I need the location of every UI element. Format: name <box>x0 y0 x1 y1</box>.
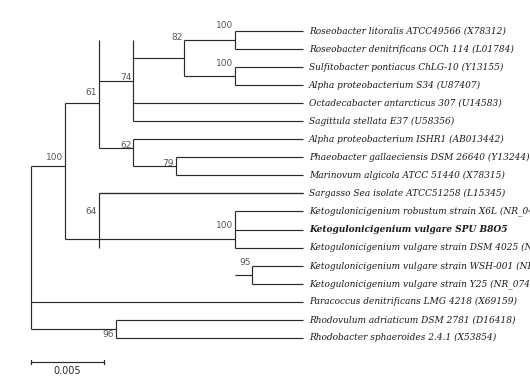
Text: 100: 100 <box>216 222 233 230</box>
Text: Ketogulonicigenium vulgare strain DSM 4025 (NR_041754): Ketogulonicigenium vulgare strain DSM 40… <box>309 243 530 253</box>
Text: Sargasso Sea isolate ATCC51258 (L15345): Sargasso Sea isolate ATCC51258 (L15345) <box>309 189 505 198</box>
Text: 100: 100 <box>46 153 63 162</box>
Text: Ketogulonicigenium vulgare strain Y25 (NR_074139): Ketogulonicigenium vulgare strain Y25 (N… <box>309 279 530 288</box>
Text: Octadecabacter antarcticus 307 (U14583): Octadecabacter antarcticus 307 (U14583) <box>309 99 501 108</box>
Text: 64: 64 <box>86 207 97 216</box>
Text: 0.005: 0.005 <box>53 366 81 376</box>
Text: 61: 61 <box>85 88 97 97</box>
Text: Roseobacter litoralis ATCC49566 (X78312): Roseobacter litoralis ATCC49566 (X78312) <box>309 26 506 36</box>
Text: 82: 82 <box>171 33 182 42</box>
Text: 96: 96 <box>103 330 114 339</box>
Text: Ketogulonicigenium robustum strain X6L (NR_041755): Ketogulonicigenium robustum strain X6L (… <box>309 207 530 216</box>
Text: Alpha proteobacterium S34 (U87407): Alpha proteobacterium S34 (U87407) <box>309 81 481 90</box>
Text: Sulfitobacter pontiacus ChLG-10 (Y13155): Sulfitobacter pontiacus ChLG-10 (Y13155) <box>309 62 503 71</box>
Text: 62: 62 <box>120 141 131 150</box>
Text: Alpha proteobacterium ISHR1 (AB013442): Alpha proteobacterium ISHR1 (AB013442) <box>309 135 505 144</box>
Text: 100: 100 <box>216 59 233 68</box>
Text: Phaeobacter gallaeciensis DSM 26640 (Y13244): Phaeobacter gallaeciensis DSM 26640 (Y13… <box>309 153 529 162</box>
Text: Ketogulonicigenium vulgare SPU B8O5: Ketogulonicigenium vulgare SPU B8O5 <box>309 225 507 234</box>
Text: Ketogulonicigenium vulgare strain WSH-001 (NR_102914): Ketogulonicigenium vulgare strain WSH-00… <box>309 261 530 270</box>
Text: Roseobacter denitrificans OCh 114 (L01784): Roseobacter denitrificans OCh 114 (L0178… <box>309 44 514 53</box>
Text: Marinovum algicola ATCC 51440 (X78315): Marinovum algicola ATCC 51440 (X78315) <box>309 171 505 180</box>
Text: 95: 95 <box>239 258 250 267</box>
Text: 79: 79 <box>162 159 174 168</box>
Text: Rhodovulum adriaticum DSM 2781 (D16418): Rhodovulum adriaticum DSM 2781 (D16418) <box>309 315 515 324</box>
Text: Paracoccus denitrificans LMG 4218 (X69159): Paracoccus denitrificans LMG 4218 (X6915… <box>309 297 517 306</box>
Text: 74: 74 <box>120 73 131 83</box>
Text: 100: 100 <box>216 21 233 30</box>
Text: Rhodobacter sphaeroides 2.4.1 (X53854): Rhodobacter sphaeroides 2.4.1 (X53854) <box>309 333 496 342</box>
Text: Sagittula stellata E37 (U58356): Sagittula stellata E37 (U58356) <box>309 117 454 126</box>
